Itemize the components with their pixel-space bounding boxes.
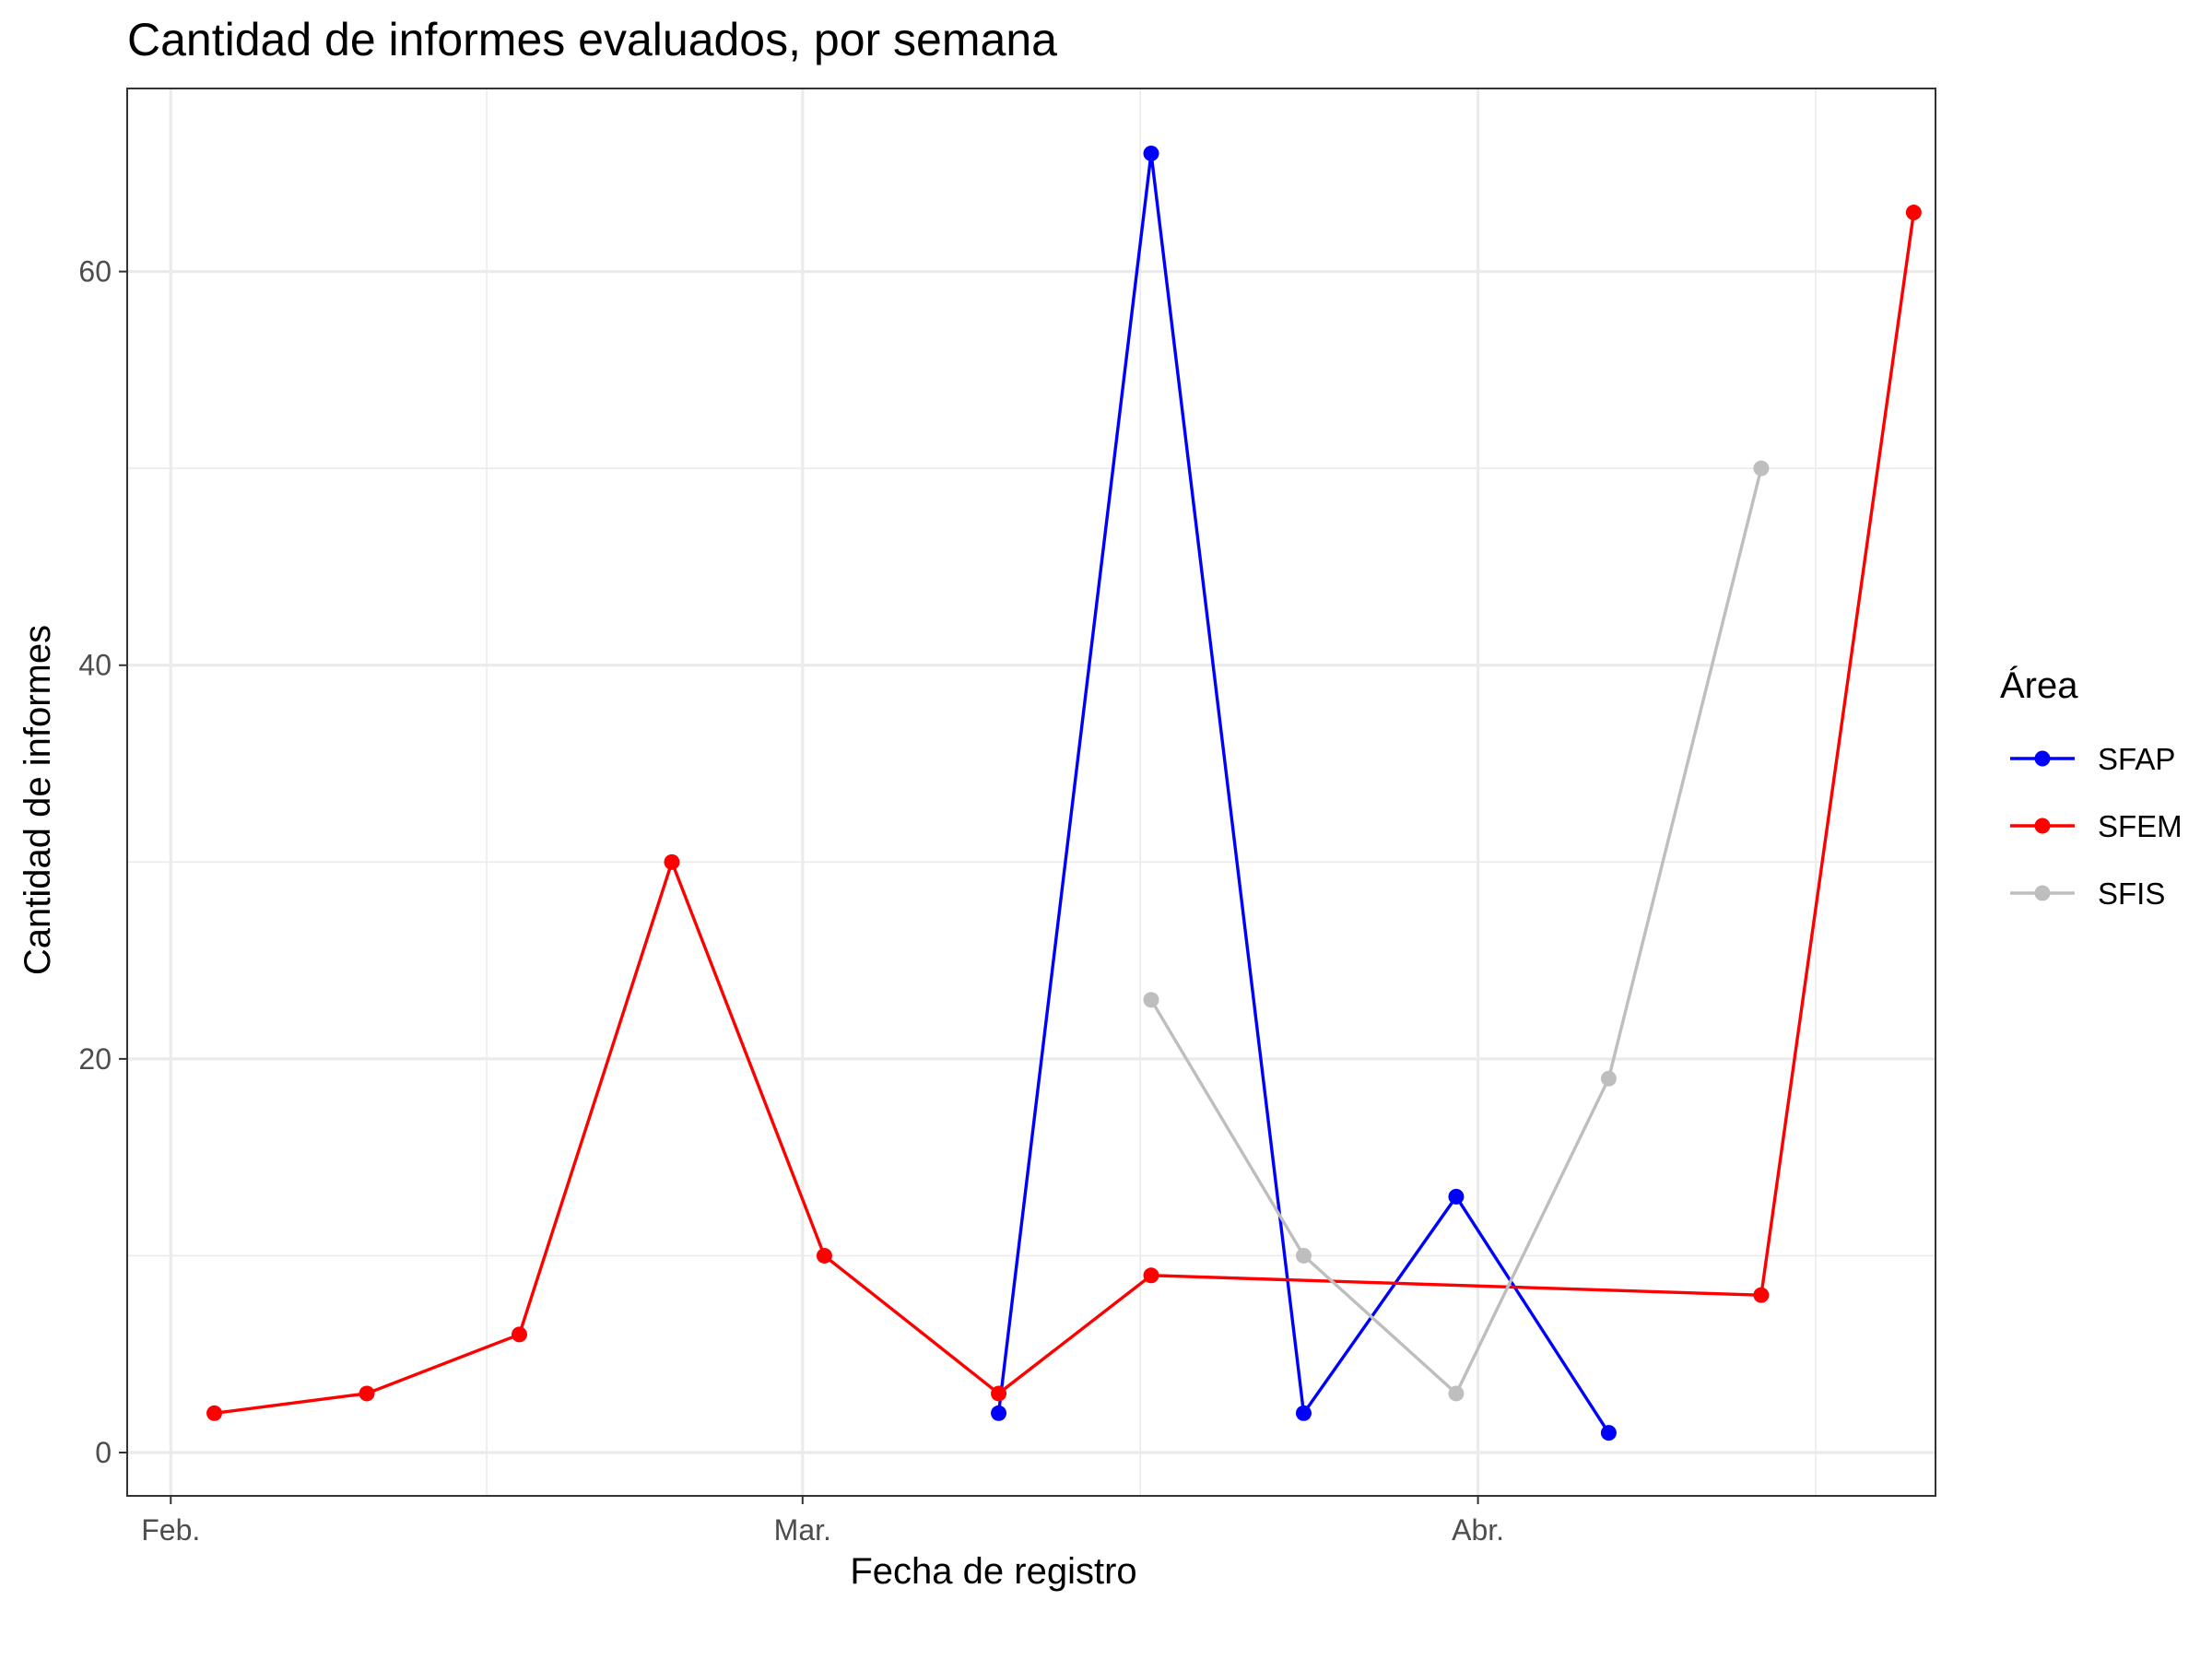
data-point-sfem (1905, 205, 1922, 221)
legend-label-sfap: SFAP (2098, 742, 2175, 776)
y-tick-label: 60 (78, 255, 112, 288)
legend-marker-sfap (2034, 750, 2051, 767)
series-line-sfem (214, 212, 1916, 1415)
series-line-sfap (996, 151, 1610, 1434)
grid-minor (127, 88, 1936, 1496)
data-point-sfis (1143, 992, 1159, 1008)
series-layer (206, 145, 1922, 1441)
x-tick-label: Mar. (774, 1513, 831, 1547)
data-point-sfap (1448, 1188, 1465, 1205)
y-axis: 0 20 40 60 (78, 255, 127, 1469)
grid-major (127, 88, 1936, 1496)
data-point-sfis (1448, 1385, 1465, 1402)
series-sfap (991, 145, 1617, 1441)
legend-marker-sfem (2034, 818, 2051, 834)
x-axis-title: Fecha de registro (850, 1551, 1136, 1592)
panel-border (126, 88, 1936, 1497)
data-point-sfap (991, 1405, 1007, 1421)
data-point-sfap (1295, 1405, 1312, 1421)
x-tick-label: Abr. (1452, 1513, 1504, 1547)
legend: Área SFAP SFEM SFIS (2000, 665, 2183, 911)
data-point-sfem (511, 1326, 527, 1343)
data-point-sfem (991, 1385, 1007, 1402)
data-point-sfem (359, 1385, 375, 1402)
y-tick-label: 40 (78, 649, 112, 682)
data-point-sfis (1753, 460, 1770, 477)
data-point-sfap (1600, 1425, 1617, 1441)
legend-title: Área (2000, 665, 2078, 706)
data-point-sfis (1295, 1247, 1312, 1264)
data-point-sfem (206, 1405, 223, 1421)
data-point-sfem (1143, 1267, 1159, 1284)
data-point-sfem (1753, 1287, 1770, 1303)
x-tick-label: Feb. (141, 1513, 200, 1547)
series-sfis (1143, 460, 1770, 1402)
data-point-sfis (1600, 1070, 1617, 1087)
legend-label-sfis: SFIS (2098, 877, 2165, 911)
data-point-sfap (1143, 145, 1159, 161)
y-tick-label: 0 (95, 1436, 112, 1469)
legend-label-sfem: SFEM (2098, 809, 2183, 843)
series-sfem (206, 205, 1922, 1421)
data-point-sfem (664, 853, 680, 870)
chart-title: Cantidad de informes evaluados, por sema… (127, 14, 1057, 65)
legend-marker-sfis (2034, 885, 2051, 901)
y-axis-title: Cantidad de informes (18, 625, 58, 975)
y-tick-label: 20 (78, 1042, 112, 1076)
x-axis: Feb. Mar. Abr. (141, 1496, 1504, 1547)
data-point-sfem (816, 1247, 832, 1264)
series-line-sfis (1149, 467, 1763, 1395)
